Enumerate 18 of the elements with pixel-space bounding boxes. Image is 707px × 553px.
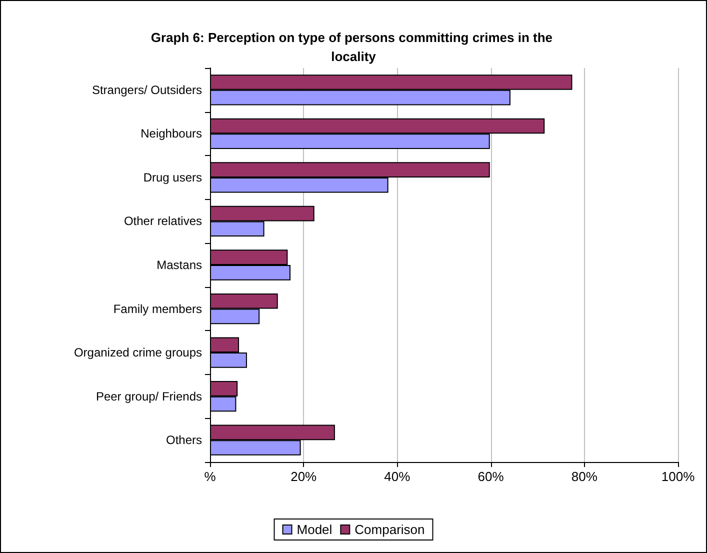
legend-label: Model xyxy=(296,522,332,537)
y-tick-label: Strangers/ Outsiders xyxy=(92,82,202,97)
x-tick-label: 40% xyxy=(384,469,411,484)
y-tick-label: Peer group/ Friends xyxy=(96,389,202,404)
x-tick-label: 100% xyxy=(661,469,696,484)
y-tick-label: Mastans xyxy=(156,258,202,272)
y-tick-label: Drug users xyxy=(143,170,202,184)
y-tick-label: Organized crime groups xyxy=(74,346,202,360)
y-tick-label: Family members xyxy=(113,302,202,316)
x-tick-label: % xyxy=(204,469,216,484)
y-tick-label: Neighbours xyxy=(140,126,202,141)
chart-title: Graph 6: Perception on type of persons committing crimes in the locality xyxy=(150,30,556,64)
y-tick-label: Other relatives xyxy=(124,214,202,228)
y-tick-label: Others xyxy=(166,433,202,448)
x-tick-label: 60% xyxy=(478,469,504,484)
legend-label: Comparison xyxy=(354,522,425,537)
x-tick-label: 20% xyxy=(290,469,318,484)
x-tick-label: 80% xyxy=(571,469,598,484)
